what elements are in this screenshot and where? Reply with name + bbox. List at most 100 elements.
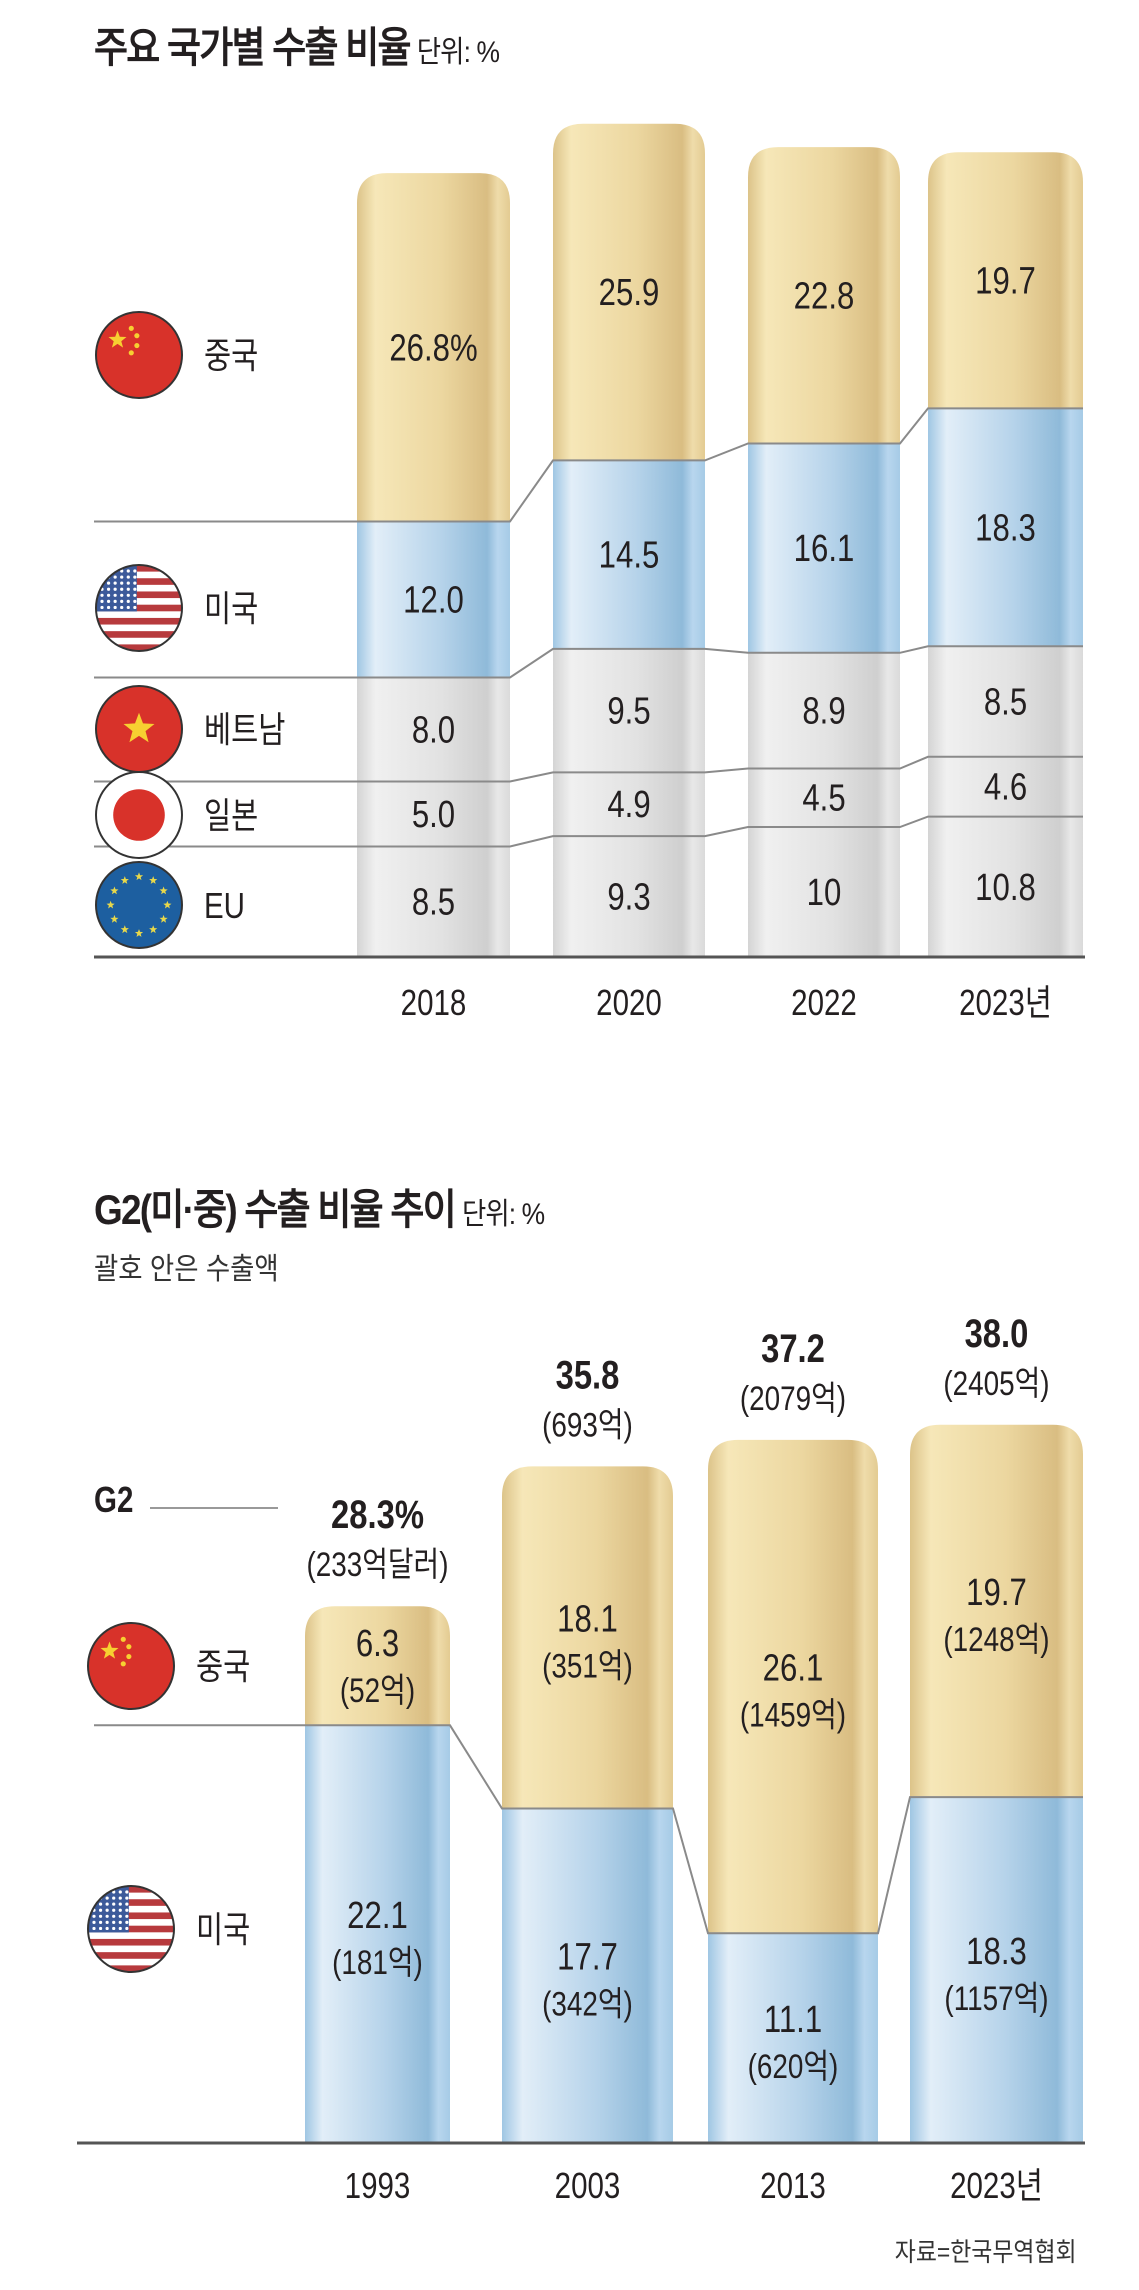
- data-label-usa: 11.1: [764, 1999, 822, 2041]
- data-label: 26.8%: [389, 327, 477, 369]
- source-note: 자료=한국무역협회: [895, 2237, 1077, 2267]
- flag-star: [125, 1896, 129, 1900]
- data-label: 22.8: [794, 275, 855, 317]
- bar-segment: [748, 768, 900, 827]
- flag-stripe: [96, 591, 182, 599]
- flag-star: [133, 569, 137, 573]
- data-label: 4.5: [802, 778, 845, 820]
- flag-star: [120, 599, 124, 603]
- legend-label-g2: G2: [94, 1479, 133, 1519]
- flag-stripe: [88, 1925, 174, 1933]
- flag-star: [106, 581, 111, 585]
- data-label-usa: 22.1: [347, 1895, 408, 1937]
- flag-star: [110, 914, 119, 923]
- flag-star: [112, 1896, 116, 1900]
- flag-star: [125, 1890, 129, 1894]
- flag-star: [126, 605, 130, 610]
- flag-star: [98, 1926, 103, 1931]
- flag-star: [133, 575, 137, 579]
- usa-flag-icon: [95, 564, 183, 652]
- flag-star: [120, 581, 124, 585]
- flag-stripe: [88, 1952, 174, 1959]
- flag-star: [149, 876, 158, 884]
- data-label: 18.3: [975, 508, 1036, 550]
- flag-stripe: [88, 1965, 174, 1972]
- bar-group-2022: 10 4.5 8.9 16.1 22.8: [748, 147, 900, 957]
- flag-star: [125, 1902, 129, 1906]
- chart2-title: G2(미·중) 수출 비율 추이 단위: %: [94, 1176, 545, 1237]
- flag-star: [118, 1926, 122, 1931]
- amount-label-china: (52억): [340, 1671, 415, 1709]
- flag-star: [113, 587, 117, 591]
- flag-small-star: [134, 333, 140, 339]
- bar-segment: [357, 521, 510, 678]
- bar-segment-china: [910, 1424, 1083, 1798]
- flag-star: [118, 1908, 122, 1912]
- flag-star: [118, 1920, 122, 1924]
- data-label: 8.5: [984, 682, 1027, 724]
- bar-segment: [357, 846, 510, 957]
- flag-body: [96, 772, 182, 858]
- flag-star: [112, 1890, 116, 1894]
- flag-star: [98, 1908, 103, 1912]
- flag-star: [120, 605, 124, 610]
- flag-star: [163, 900, 172, 909]
- data-label: 10: [807, 872, 842, 914]
- flag-field: [96, 312, 182, 398]
- flag-star: [125, 1914, 129, 1918]
- flag-star: [120, 575, 124, 579]
- flag-border: [87, 1622, 175, 1710]
- flag-small-star: [134, 342, 140, 349]
- flag-star: [118, 1896, 122, 1900]
- usa-flag-icon: [87, 1885, 175, 1973]
- legend-label-china: 중국: [196, 1646, 250, 1686]
- flag-star: [106, 569, 111, 573]
- flag-stripe: [88, 1886, 174, 1893]
- bar-segment-usa: [910, 1797, 1083, 2143]
- flag-star: [113, 575, 117, 579]
- flag-star: [149, 925, 158, 934]
- flag-star: [125, 1926, 129, 1931]
- series-connector-line: [94, 755, 1083, 783]
- total-label: 28.3%: [331, 1492, 424, 1537]
- series-connector-line: [94, 645, 1083, 679]
- x-tick-label: 2013: [760, 2165, 826, 2205]
- japan-flag-icon: [95, 771, 183, 859]
- bar-segment: [748, 147, 900, 444]
- data-label: 10.8: [975, 867, 1036, 909]
- flag-star: [125, 1908, 129, 1912]
- flag-stripe: [88, 1912, 174, 1920]
- flag-star: [120, 876, 129, 884]
- flag-stripe: [96, 604, 182, 612]
- flag-star: [92, 1896, 96, 1900]
- chart2-subtitle: 괄호 안은 수출액: [94, 1253, 279, 1286]
- chart1-unit: 단위: %: [416, 36, 500, 69]
- bar-group-2023년: 10.8 4.6 8.5 18.3 19.7: [928, 152, 1083, 957]
- flag-star: [126, 575, 130, 579]
- flag-star: [126, 599, 130, 603]
- bar-segment-china: [708, 1439, 878, 1934]
- flag-star: [92, 1926, 96, 1931]
- flag-border: [95, 861, 183, 949]
- bar-segment: [928, 646, 1083, 757]
- data-label: 9.3: [607, 877, 650, 919]
- flag-star: [134, 929, 144, 937]
- flag-star: [106, 587, 111, 591]
- flag-star: [123, 712, 155, 743]
- bar-segment-usa: [708, 1933, 878, 2143]
- flag-small-star: [126, 1653, 132, 1660]
- bar-segment: [928, 408, 1083, 647]
- bar-segment: [553, 123, 705, 461]
- flag-star: [133, 599, 137, 603]
- total-amount-label: (2079억): [740, 1379, 846, 1417]
- bar-segment: [553, 772, 705, 837]
- vietnam-flag-icon: [95, 685, 183, 773]
- flag-stripe: [96, 644, 182, 651]
- flag-star: [100, 569, 104, 573]
- flag-star: [105, 1896, 109, 1900]
- flag-border: [95, 564, 183, 652]
- x-tick-label: 2023년: [950, 2165, 1043, 2205]
- flag-star: [133, 587, 137, 591]
- flag-star: [92, 1920, 96, 1924]
- flag-star: [133, 605, 137, 610]
